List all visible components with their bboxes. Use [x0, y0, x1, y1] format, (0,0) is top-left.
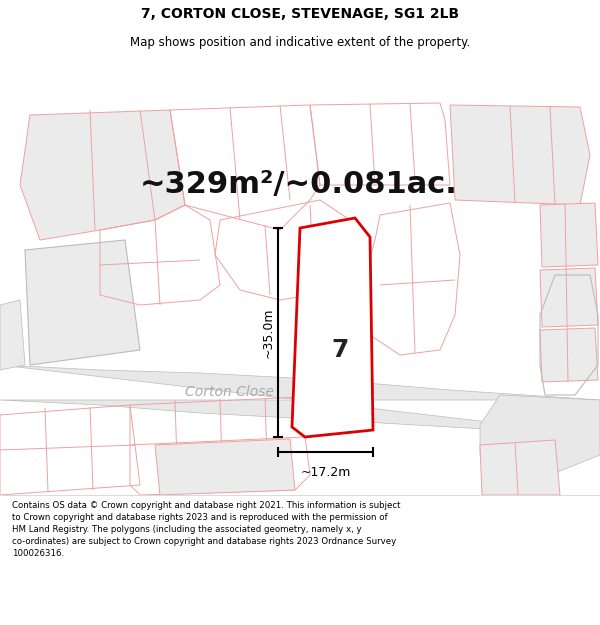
Polygon shape: [155, 439, 295, 495]
Polygon shape: [0, 365, 600, 435]
Text: ~35.0m: ~35.0m: [262, 308, 275, 358]
Polygon shape: [450, 105, 590, 205]
Polygon shape: [25, 240, 140, 365]
Polygon shape: [540, 328, 598, 382]
Polygon shape: [540, 203, 598, 267]
Polygon shape: [0, 300, 25, 370]
Text: ~17.2m: ~17.2m: [301, 466, 350, 479]
Text: ~329m²/~0.081ac.: ~329m²/~0.081ac.: [140, 171, 458, 199]
Polygon shape: [20, 110, 185, 240]
Text: Corton Close: Corton Close: [185, 385, 274, 399]
Polygon shape: [480, 440, 560, 495]
Text: Map shows position and indicative extent of the property.: Map shows position and indicative extent…: [130, 36, 470, 49]
Text: 7: 7: [331, 338, 349, 362]
Polygon shape: [480, 395, 600, 475]
Text: Contains OS data © Crown copyright and database right 2021. This information is : Contains OS data © Crown copyright and d…: [12, 501, 401, 558]
Polygon shape: [540, 268, 598, 327]
Text: 7, CORTON CLOSE, STEVENAGE, SG1 2LB: 7, CORTON CLOSE, STEVENAGE, SG1 2LB: [141, 7, 459, 21]
Polygon shape: [292, 218, 373, 437]
